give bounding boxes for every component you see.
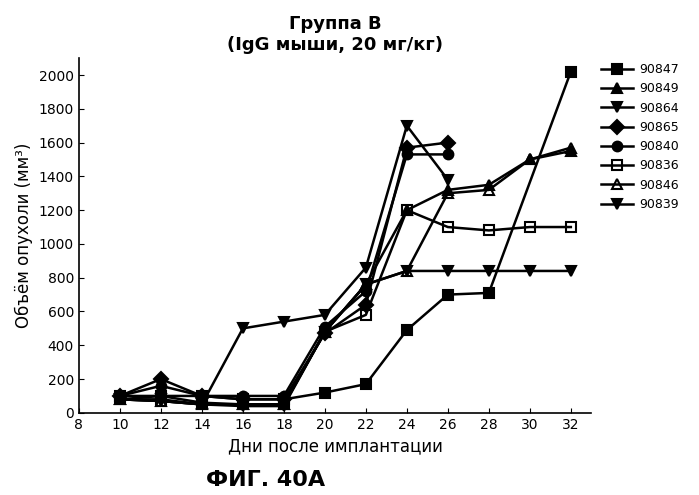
90836	[280, 401, 288, 407]
90836	[116, 396, 124, 402]
90864	[157, 396, 165, 402]
90864	[198, 401, 206, 407]
90865	[238, 396, 247, 402]
90840	[157, 383, 165, 389]
90840	[116, 393, 124, 399]
90849	[321, 329, 329, 335]
90836	[157, 398, 165, 404]
90865	[444, 140, 452, 146]
90847	[444, 292, 452, 297]
90864	[484, 268, 493, 274]
90847	[567, 69, 575, 75]
90864	[116, 396, 124, 402]
90836	[403, 207, 411, 213]
90847	[157, 393, 165, 399]
90847	[280, 396, 288, 402]
90864	[238, 403, 247, 409]
90846	[526, 156, 534, 162]
90836	[238, 401, 247, 407]
90865	[280, 396, 288, 402]
90836	[526, 224, 534, 230]
90864	[567, 268, 575, 274]
90865	[116, 393, 124, 399]
90839	[361, 265, 370, 271]
90840	[280, 393, 288, 399]
Line: 90836: 90836	[115, 205, 576, 409]
90836	[198, 401, 206, 407]
Title: Группа В
(IgG мыши, 20 мг/кг): Группа В (IgG мыши, 20 мг/кг)	[227, 15, 443, 54]
Line: 90839: 90839	[115, 121, 453, 409]
Line: 90847: 90847	[115, 67, 576, 404]
90849	[280, 401, 288, 407]
90864	[444, 268, 452, 274]
90847	[321, 390, 329, 396]
90839	[238, 325, 247, 331]
90846	[157, 398, 165, 404]
90840	[238, 393, 247, 399]
90864	[361, 282, 370, 288]
90849	[484, 182, 493, 188]
Line: 90864: 90864	[115, 266, 576, 411]
90840	[403, 151, 411, 157]
90847	[361, 381, 370, 387]
Line: 90849: 90849	[115, 146, 576, 409]
90846	[116, 396, 124, 402]
90864	[280, 403, 288, 409]
90865	[157, 376, 165, 382]
90864	[526, 268, 534, 274]
90840	[444, 151, 452, 157]
90847	[484, 290, 493, 296]
Text: ФИГ. 40А: ФИГ. 40А	[206, 470, 325, 490]
90849	[403, 207, 411, 213]
90864	[321, 329, 329, 335]
90836	[444, 224, 452, 230]
90836	[361, 312, 370, 318]
90849	[567, 148, 575, 154]
90846	[403, 268, 411, 274]
90840	[198, 393, 206, 399]
90839	[444, 177, 452, 183]
90839	[116, 396, 124, 402]
Line: 90865: 90865	[115, 138, 453, 404]
90847	[116, 393, 124, 399]
90865	[361, 302, 370, 308]
Line: 90846: 90846	[115, 143, 576, 409]
90865	[198, 393, 206, 399]
90839	[321, 312, 329, 318]
90839	[403, 123, 411, 129]
90847	[198, 393, 206, 399]
90847	[403, 327, 411, 333]
90846	[484, 187, 493, 193]
90846	[361, 282, 370, 288]
90849	[116, 396, 124, 402]
X-axis label: Дни после имплантации: Дни после имплантации	[228, 437, 442, 455]
90846	[567, 145, 575, 150]
90846	[238, 401, 247, 407]
90849	[361, 282, 370, 288]
90836	[484, 227, 493, 233]
90846	[321, 329, 329, 335]
90836	[567, 224, 575, 230]
90846	[444, 190, 452, 196]
Line: 90840: 90840	[115, 149, 453, 401]
90865	[403, 145, 411, 150]
90849	[157, 393, 165, 399]
90839	[280, 319, 288, 325]
Legend: 90847, 90849, 90864, 90865, 90840, 90836, 90846, 90839: 90847, 90849, 90864, 90865, 90840, 90836…	[596, 58, 684, 216]
90849	[444, 187, 452, 193]
90849	[238, 401, 247, 407]
90849	[198, 400, 206, 406]
90849	[526, 156, 534, 162]
90865	[321, 331, 329, 337]
90847	[238, 396, 247, 402]
90839	[198, 401, 206, 407]
Y-axis label: Объём опухоли (мм³): Объём опухоли (мм³)	[15, 143, 34, 328]
90846	[198, 401, 206, 407]
90846	[280, 401, 288, 407]
90840	[321, 324, 329, 330]
90839	[157, 398, 165, 404]
90840	[361, 288, 370, 294]
90836	[321, 329, 329, 335]
90864	[403, 268, 411, 274]
